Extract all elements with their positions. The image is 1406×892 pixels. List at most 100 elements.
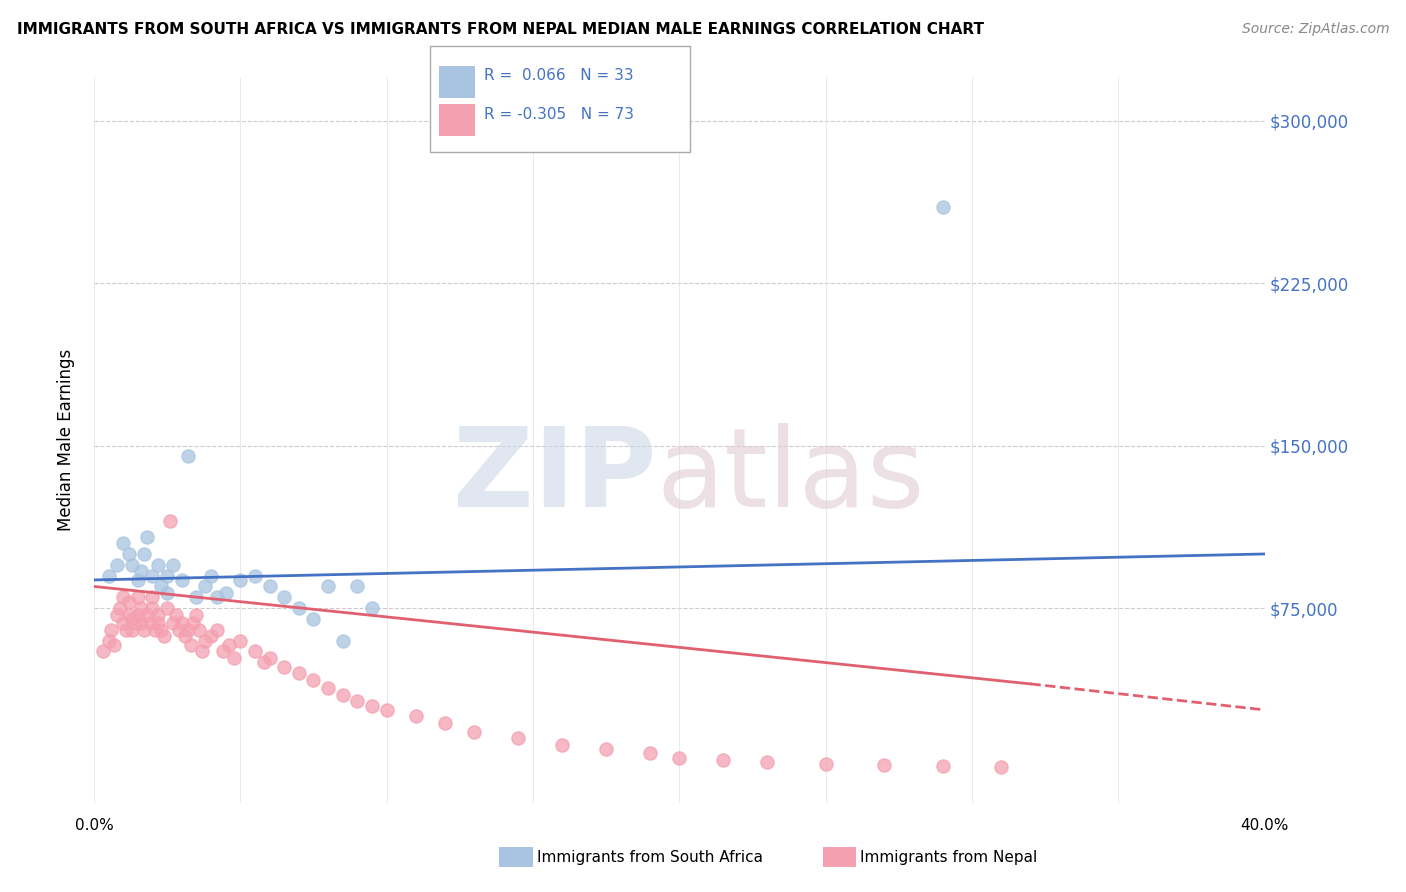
Point bbox=[253, 655, 276, 669]
Point bbox=[156, 601, 179, 615]
Point bbox=[243, 568, 266, 582]
Point bbox=[118, 594, 141, 608]
Point bbox=[118, 607, 141, 622]
Point bbox=[112, 536, 135, 550]
Point bbox=[205, 623, 228, 637]
Point bbox=[756, 755, 779, 769]
Point bbox=[156, 568, 179, 582]
Point bbox=[156, 586, 179, 600]
Point bbox=[288, 601, 311, 615]
Point bbox=[118, 547, 141, 561]
Point bbox=[194, 579, 217, 593]
Point bbox=[463, 724, 485, 739]
Text: atlas: atlas bbox=[657, 423, 924, 530]
Text: 0.0%: 0.0% bbox=[75, 818, 114, 833]
Point bbox=[165, 607, 187, 622]
Point bbox=[595, 742, 617, 756]
Text: IMMIGRANTS FROM SOUTH AFRICA VS IMMIGRANTS FROM NEPAL MEDIAN MALE EARNINGS CORRE: IMMIGRANTS FROM SOUTH AFRICA VS IMMIGRAN… bbox=[17, 22, 984, 37]
Point bbox=[138, 616, 160, 631]
Point bbox=[551, 738, 574, 752]
Point bbox=[159, 515, 181, 529]
Point bbox=[346, 694, 368, 708]
Point bbox=[224, 651, 246, 665]
Point bbox=[121, 558, 143, 572]
Point bbox=[990, 760, 1012, 774]
Point bbox=[214, 586, 236, 600]
Point bbox=[259, 651, 281, 665]
Point bbox=[110, 601, 132, 615]
Point bbox=[141, 601, 163, 615]
Point bbox=[200, 629, 222, 643]
Point bbox=[141, 591, 163, 605]
Point bbox=[162, 616, 184, 631]
Point bbox=[176, 450, 198, 464]
Point bbox=[361, 601, 384, 615]
Point bbox=[112, 616, 135, 631]
Point bbox=[186, 607, 208, 622]
Point bbox=[153, 629, 176, 643]
Point bbox=[127, 573, 149, 587]
Point bbox=[259, 579, 281, 593]
Point bbox=[105, 607, 128, 622]
Point bbox=[288, 666, 311, 681]
Point bbox=[191, 644, 214, 658]
Point bbox=[129, 564, 152, 578]
Point bbox=[145, 623, 167, 637]
Text: R = -0.305   N = 73: R = -0.305 N = 73 bbox=[484, 107, 634, 121]
Point bbox=[205, 591, 228, 605]
Point bbox=[132, 623, 155, 637]
Point bbox=[273, 659, 295, 673]
Point bbox=[135, 607, 157, 622]
Point bbox=[211, 644, 233, 658]
Point bbox=[135, 530, 157, 544]
Y-axis label: Median Male Earnings: Median Male Earnings bbox=[58, 349, 75, 532]
Point bbox=[361, 698, 384, 713]
Text: 40.0%: 40.0% bbox=[1240, 818, 1289, 833]
Point bbox=[176, 623, 198, 637]
Point bbox=[170, 573, 193, 587]
Point bbox=[375, 703, 398, 717]
Point bbox=[316, 681, 339, 696]
Point bbox=[105, 558, 128, 572]
Point bbox=[200, 568, 222, 582]
Point bbox=[127, 591, 149, 605]
Point bbox=[273, 591, 295, 605]
Point bbox=[194, 633, 217, 648]
Point bbox=[405, 709, 427, 723]
Point bbox=[100, 623, 122, 637]
Point bbox=[97, 633, 120, 648]
Point bbox=[218, 638, 240, 652]
Point bbox=[121, 623, 143, 637]
Point bbox=[121, 612, 143, 626]
Point bbox=[170, 616, 193, 631]
Point bbox=[316, 579, 339, 593]
Point bbox=[167, 623, 190, 637]
Point bbox=[332, 688, 354, 702]
Point bbox=[173, 629, 195, 643]
Point bbox=[129, 616, 152, 631]
Point bbox=[188, 623, 211, 637]
Point bbox=[127, 607, 149, 622]
Text: Immigrants from Nepal: Immigrants from Nepal bbox=[860, 850, 1038, 864]
Point bbox=[873, 758, 896, 772]
Text: Source: ZipAtlas.com: Source: ZipAtlas.com bbox=[1241, 22, 1389, 37]
Point bbox=[302, 612, 325, 626]
Point bbox=[302, 673, 325, 687]
Point bbox=[150, 623, 173, 637]
Text: Immigrants from South Africa: Immigrants from South Africa bbox=[537, 850, 763, 864]
Point bbox=[932, 759, 955, 773]
Point bbox=[229, 633, 252, 648]
Point bbox=[434, 715, 457, 730]
Point bbox=[97, 568, 120, 582]
Point bbox=[129, 601, 152, 615]
Point bbox=[103, 638, 125, 652]
Point bbox=[932, 201, 955, 215]
Point bbox=[332, 633, 354, 648]
Point bbox=[132, 547, 155, 561]
Point bbox=[814, 757, 837, 772]
Point bbox=[638, 746, 661, 760]
Point bbox=[668, 750, 690, 764]
Point bbox=[243, 644, 266, 658]
Point bbox=[150, 579, 173, 593]
Point bbox=[148, 616, 170, 631]
